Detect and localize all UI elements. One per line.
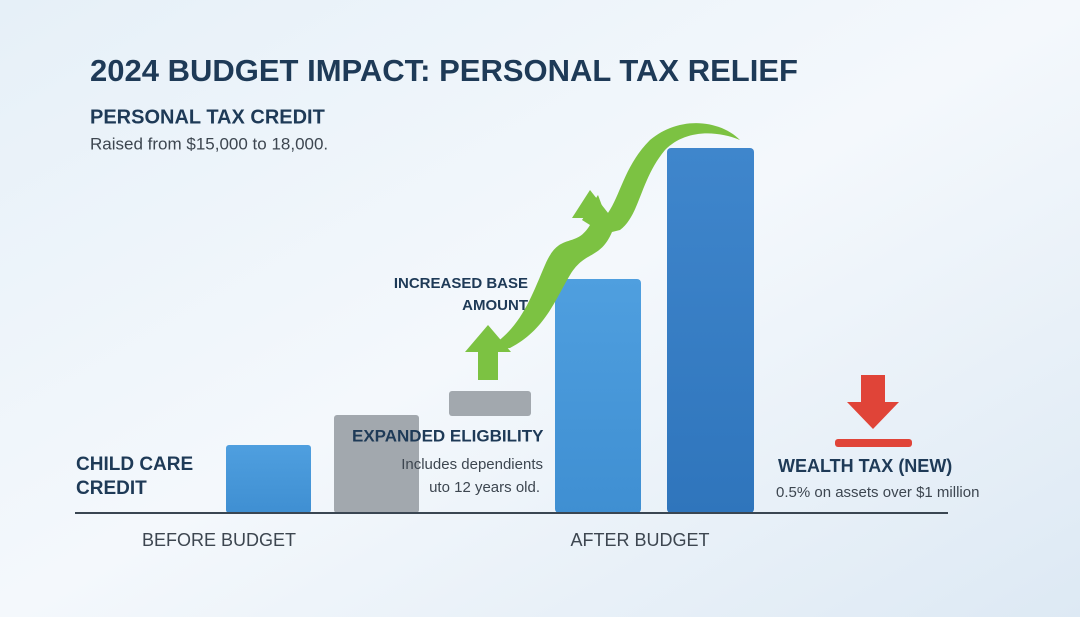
label-heading: INCREASED BASE [394, 275, 528, 292]
period-label: AFTER BUDGET [570, 530, 709, 550]
growth-arrow [485, 123, 740, 350]
period-label: BEFORE BUDGET [142, 530, 296, 550]
section-heading: PERSONAL TAX CREDIT [90, 106, 325, 128]
red-bar [835, 439, 912, 447]
section-text: Raised from $15,000 to 18,000. [90, 134, 328, 153]
label-heading: WEALTH TAX (NEW) [778, 456, 952, 476]
bar [449, 391, 531, 416]
up-arrow [465, 325, 511, 380]
title: 2024 BUDGET IMPACT: PERSONAL TAX RELIEF [90, 53, 798, 88]
bar [226, 445, 311, 513]
down-arrow [847, 375, 899, 429]
bar [667, 148, 754, 513]
label-heading: CREDIT [76, 478, 147, 499]
label-heading: CHILD CARE [76, 454, 193, 475]
label-text: 0.5% on assets over $1 million [776, 484, 979, 501]
label-heading: EXPANDED ELIGBILITY [352, 426, 544, 445]
bar [334, 415, 419, 513]
label-text: Includes dependients [401, 456, 543, 473]
label-heading: AMOUNT [462, 297, 528, 314]
arrow-head [572, 190, 612, 218]
bar [555, 279, 641, 513]
label-text: uto 12 years old. [429, 479, 540, 496]
